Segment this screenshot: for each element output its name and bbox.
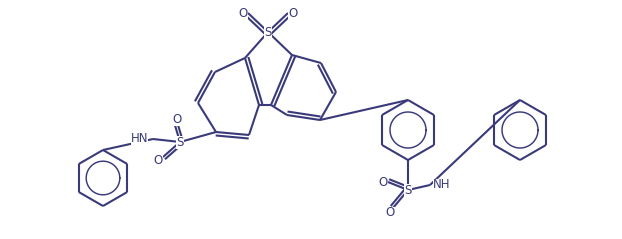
Text: O: O [378,175,388,189]
Text: O: O [386,206,394,219]
Text: O: O [172,113,182,125]
Text: O: O [154,153,162,167]
Text: NH: NH [433,179,450,191]
Text: S: S [264,26,272,38]
Text: S: S [176,136,183,148]
Text: HN: HN [131,132,148,146]
Text: O: O [238,6,248,20]
Text: O: O [289,6,297,20]
Text: S: S [404,184,412,196]
